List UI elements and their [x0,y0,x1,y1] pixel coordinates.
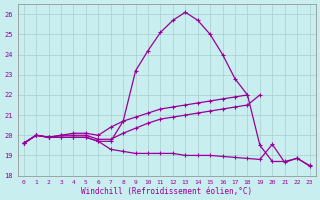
X-axis label: Windchill (Refroidissement éolien,°C): Windchill (Refroidissement éolien,°C) [81,187,252,196]
